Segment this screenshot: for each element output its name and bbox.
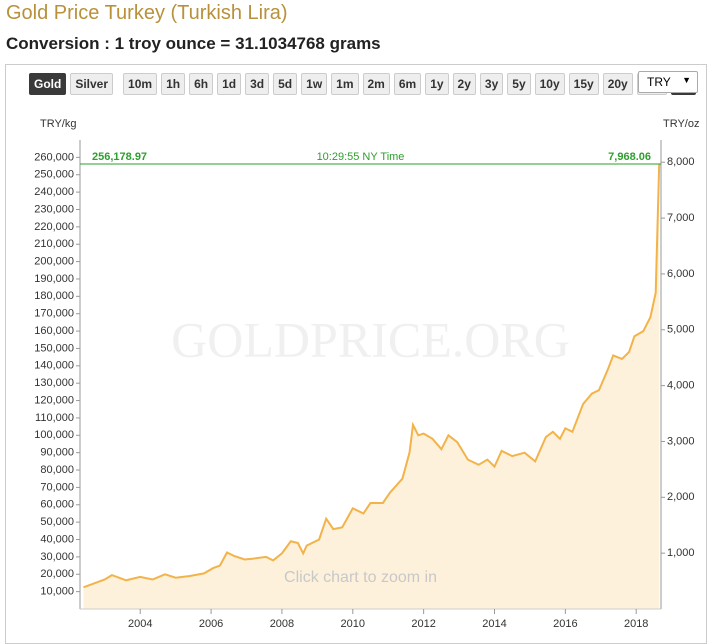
- current-price-oz: 7,968.06: [608, 151, 651, 163]
- y-tick-label: 10,000: [40, 586, 74, 598]
- y-tick-label: 140,000: [34, 360, 74, 372]
- range-button[interactable]: 1w: [301, 73, 328, 95]
- range-button[interactable]: 2y: [452, 73, 476, 95]
- range-button[interactable]: 20y: [602, 73, 633, 95]
- currency-value: TRY: [647, 75, 671, 89]
- y2-axis-title: TRY/oz: [663, 118, 699, 130]
- x-tick-label: 2016: [553, 618, 577, 630]
- range-button[interactable]: Silver: [70, 73, 114, 95]
- range-button[interactable]: 3d: [245, 73, 270, 95]
- y-tick-label: 90,000: [40, 447, 74, 459]
- y-tick-label: 30,000: [40, 551, 74, 563]
- y2-tick-label: 1,000: [667, 547, 695, 559]
- y-tick-label: 240,000: [34, 186, 74, 198]
- area: [83, 164, 660, 609]
- range-button[interactable]: 6h: [189, 73, 214, 95]
- y-tick-label: 130,000: [34, 377, 74, 389]
- y2-tick-label: 4,000: [667, 380, 695, 392]
- y-tick-label: 50,000: [40, 516, 74, 528]
- y-tick-label: 70,000: [40, 481, 74, 493]
- y-tick-label: 20,000: [40, 568, 74, 580]
- y2-tick-label: 6,000: [667, 268, 695, 280]
- range-button[interactable]: 3y: [479, 73, 504, 95]
- y-tick-label: 230,000: [34, 203, 74, 215]
- x-tick-label: 2014: [482, 618, 506, 630]
- x-tick-label: 2006: [199, 618, 223, 630]
- y-tick-label: 110,000: [35, 412, 74, 424]
- x-tick-label: 2012: [411, 618, 435, 630]
- range-button[interactable]: 1m: [331, 73, 359, 95]
- y-tick-label: 220,000: [34, 221, 74, 233]
- range-button[interactable]: 1d: [217, 73, 242, 95]
- range-button[interactable]: 10m: [123, 73, 158, 95]
- y-tick-label: 100,000: [34, 429, 74, 441]
- y-tick-label: 210,000: [34, 238, 74, 250]
- y-tick-label: 200,000: [34, 255, 74, 267]
- x-tick-label: 2008: [270, 618, 294, 630]
- range-button[interactable]: Gold: [29, 73, 67, 95]
- range-button[interactable]: 5y: [507, 73, 531, 95]
- y-tick-label: 120,000: [34, 394, 74, 406]
- x-tick-label: 2010: [341, 618, 365, 630]
- current-time: 10:29:55 NY Time: [317, 151, 405, 163]
- y-tick-label: 160,000: [34, 325, 74, 337]
- range-button[interactable]: 1h: [161, 73, 186, 95]
- range-button[interactable]: 15y: [568, 73, 599, 95]
- page-subtitle: Conversion : 1 troy ounce = 31.1034768 g…: [6, 34, 381, 53]
- line: [83, 163, 661, 589]
- page-title: Gold Price Turkey (Turkish Lira): [6, 2, 288, 24]
- y2-tick-label: 8,000: [667, 156, 695, 168]
- watermark: GOLDPRICE.ORG: [171, 311, 570, 367]
- hint: Click chart to zoom in: [284, 569, 437, 586]
- range-button[interactable]: 2m: [362, 73, 390, 95]
- y2-tick-label: 7,000: [667, 212, 695, 224]
- range-button[interactable]: 10y: [534, 73, 565, 95]
- y2-tick-label: 3,000: [667, 435, 695, 447]
- y-tick-label: 250,000: [34, 169, 74, 181]
- y2-tick-label: 5,000: [667, 324, 695, 336]
- y-tick-label: 80,000: [40, 464, 74, 476]
- range-button[interactable]: 1y: [425, 73, 449, 95]
- y-tick-label: 190,000: [34, 273, 74, 285]
- y-tick-label: 170,000: [34, 308, 74, 320]
- y-tick-label: 60,000: [40, 499, 74, 511]
- current-price-kg: 256,178.97: [92, 151, 147, 163]
- currency-select[interactable]: TRY ▼: [638, 71, 698, 93]
- y-tick-label: 180,000: [34, 290, 74, 302]
- x-tick-label: 2018: [624, 618, 648, 630]
- range-button[interactable]: 5d: [273, 73, 298, 95]
- y-axis-title: TRY/kg: [40, 118, 76, 130]
- x-tick-label: 2004: [128, 618, 152, 630]
- dropdown-arrow: ▼: [682, 75, 691, 85]
- y2-tick-label: 2,000: [667, 491, 695, 503]
- y-tick-label: 40,000: [40, 533, 74, 545]
- range-button[interactable]: 6m: [393, 73, 422, 95]
- y-tick-label: 260,000: [34, 151, 74, 163]
- y-tick-label: 150,000: [34, 342, 74, 354]
